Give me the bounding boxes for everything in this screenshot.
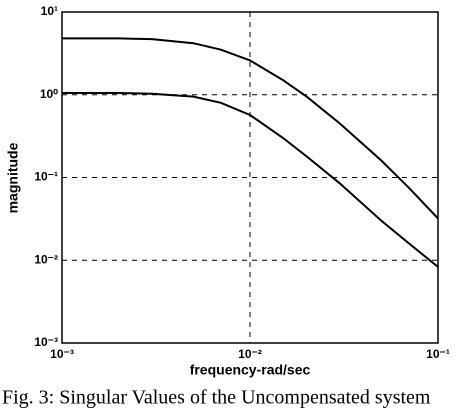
y-tick-label: 10⁰ bbox=[40, 87, 58, 101]
y-tick-label: 10⁻¹ bbox=[34, 170, 58, 184]
y-tick-label: 10¹ bbox=[41, 4, 58, 18]
x-tick-label: 10⁻² bbox=[238, 347, 262, 361]
line-series bbox=[62, 37, 439, 220]
x-tick-label: 10⁻¹ bbox=[426, 347, 450, 361]
caption: Fig. 3: Singular Values of the Uncompens… bbox=[2, 387, 431, 409]
y-tick-label: 10⁻² bbox=[34, 252, 58, 266]
y-tick-label: 10⁻³ bbox=[34, 335, 58, 349]
x-tick-label: 10⁻³ bbox=[50, 347, 74, 361]
x-axis-label: frequency-rad/sec bbox=[190, 362, 311, 378]
y-axis-label: magnitude bbox=[5, 142, 21, 213]
line-series bbox=[62, 92, 439, 268]
